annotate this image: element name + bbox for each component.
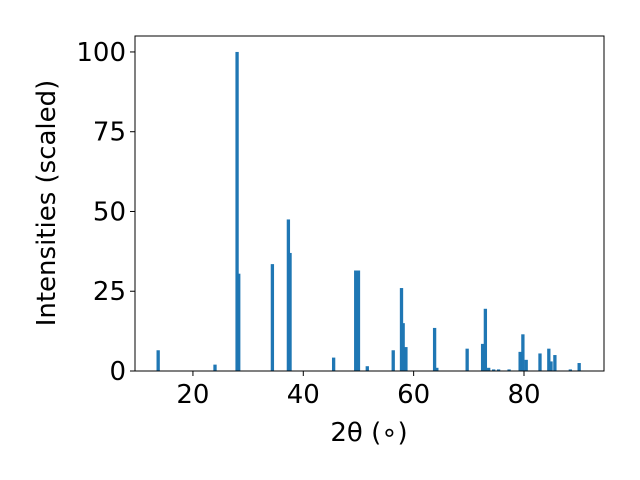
bar — [518, 351, 522, 371]
y-tick-label: 75 — [93, 118, 126, 148]
x-tick-label: 80 — [507, 380, 540, 410]
bar — [524, 359, 528, 371]
bar — [507, 369, 511, 371]
y-tick-label: 50 — [93, 197, 126, 227]
bar — [354, 270, 358, 371]
bar — [547, 348, 551, 371]
x-tick-label: 60 — [397, 380, 430, 410]
bar — [465, 348, 469, 371]
bar — [399, 288, 404, 371]
y-axis-ticks: 0 25 50 75 100 — [76, 38, 135, 387]
bar — [286, 219, 291, 371]
y-tick-label: 0 — [109, 357, 126, 387]
bar — [391, 350, 395, 371]
bar — [538, 353, 542, 371]
bar — [577, 363, 581, 371]
bar — [521, 334, 525, 371]
bar — [356, 270, 361, 371]
bar — [235, 51, 239, 371]
plot-frame — [134, 35, 605, 372]
bar — [491, 369, 496, 371]
bar — [435, 367, 439, 371]
y-axis-title: Intensities (scaled) — [32, 80, 62, 327]
bar — [213, 364, 217, 371]
y-tick-label: 25 — [93, 277, 126, 307]
bar — [553, 355, 557, 371]
bar — [288, 252, 292, 371]
y-tick-label: 100 — [76, 38, 126, 68]
bar — [549, 361, 553, 371]
bar — [568, 369, 572, 371]
x-axis-title: 2θ (∘) — [330, 418, 407, 448]
bar — [365, 366, 369, 371]
bar — [432, 327, 437, 371]
x-tick-label: 20 — [176, 380, 209, 410]
bar — [401, 323, 405, 371]
bar — [404, 347, 408, 371]
bar — [480, 343, 485, 371]
bar — [331, 357, 336, 371]
x-tick-label: 40 — [287, 380, 320, 410]
bar — [237, 273, 241, 371]
bar — [487, 367, 491, 371]
x-axis-ticks: 20 40 60 80 — [176, 371, 541, 410]
bar — [483, 308, 488, 371]
bar — [156, 350, 160, 371]
bar — [270, 264, 275, 371]
bars-group — [156, 51, 581, 371]
bar — [496, 369, 501, 371]
